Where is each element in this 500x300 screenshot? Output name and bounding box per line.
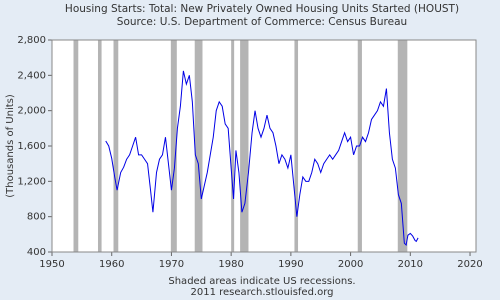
recession-band [294,40,299,252]
x-tick-label: 2000 [338,259,363,270]
y-tick-label: 2,000 [17,106,46,117]
y-tick-label: 1,200 [17,176,46,187]
recession-band [73,40,79,252]
y-tick-label: 2,400 [17,70,46,81]
plot-border [51,39,477,253]
recession-band [240,40,249,252]
x-tick-label: 1990 [278,259,303,270]
recession-band [397,40,408,252]
x-tick-label: 1950 [39,259,64,270]
x-tick-label: 1960 [99,259,124,270]
x-tick-label: 2010 [398,259,423,270]
chart-title: Housing Starts: Total: New Privately Own… [65,3,459,15]
chart-subtitle: Source: U.S. Department of Commerce: Cen… [117,16,407,28]
recession-band [194,40,203,252]
y-axis-label: (Thousands of Units) [5,94,16,198]
recession-band [231,40,235,252]
y-tick-label: 400 [27,247,46,258]
y-tick-label: 800 [27,212,46,223]
y-tick-label: 1,600 [17,141,46,152]
recession-band [97,40,102,252]
x-tick-label: 1970 [159,259,184,270]
credit: 2011 research.stlouisfed.org [190,287,333,298]
recession-band [170,40,177,252]
x-tick-label: 2020 [457,259,482,270]
x-tick-label: 1980 [218,259,243,270]
y-tick-label: 2,800 [17,35,46,46]
recession-band [113,40,119,252]
series-line [105,70,419,246]
recession-note: Shaded areas indicate US recessions. [168,276,355,287]
